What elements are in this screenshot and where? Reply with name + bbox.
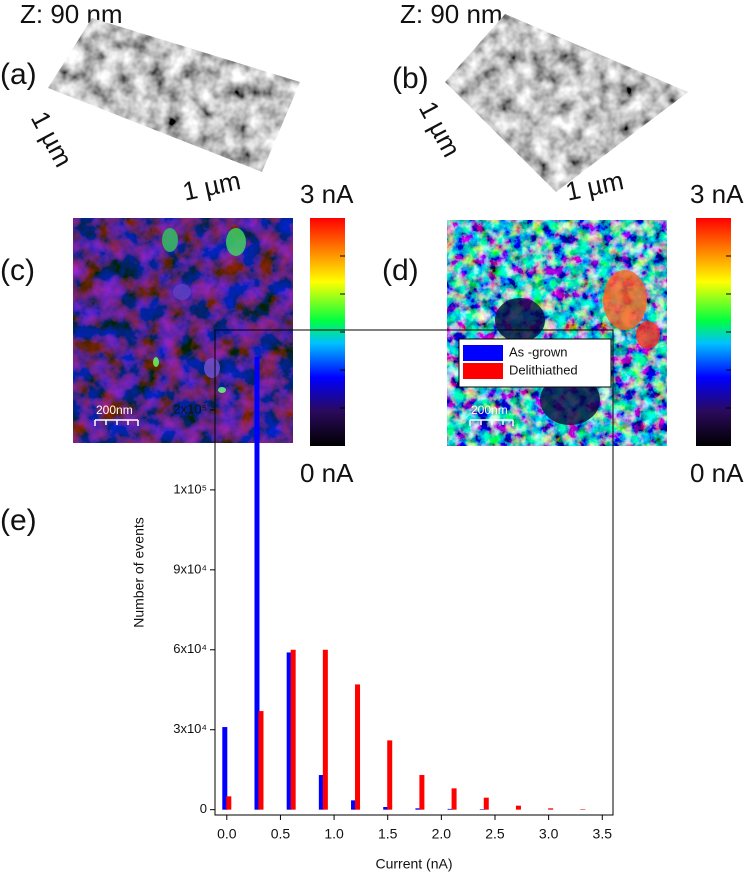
bar (479, 809, 485, 810)
y-tick-label: 6x10⁴ (173, 641, 207, 656)
plot-frame (214, 329, 614, 816)
legend-label: As -grown (509, 344, 568, 359)
legend-label: Delithiathed (509, 362, 578, 377)
bar (226, 796, 232, 810)
bar (387, 740, 393, 810)
y-tick-label: 2x10⁵ (173, 401, 207, 416)
x-tick-label: 1.0 (324, 826, 344, 842)
scale-bar (94, 419, 139, 426)
panel-label: (d) (382, 254, 419, 287)
panel-label: (c) (0, 254, 35, 287)
bar (515, 805, 521, 810)
x-tick-label: 3.0 (539, 826, 559, 842)
x-axis-label: Current (nA) (375, 856, 452, 872)
x-tick-label: 0.5 (271, 826, 291, 842)
x-tick-label: 0.0 (217, 826, 237, 842)
bar (318, 775, 324, 810)
colorbar (696, 218, 731, 446)
bar (548, 808, 554, 810)
z-range: Z: 90 nm (400, 0, 503, 29)
bar (447, 808, 453, 810)
colorbar (310, 218, 345, 446)
colorbar-min: 0 nA (690, 458, 744, 488)
x-tick-label: 3.5 (593, 826, 613, 842)
x-tick-label: 2.0 (432, 826, 452, 842)
colorbar-max: 3 nA (690, 179, 744, 209)
size-label: 1 µm (413, 96, 467, 162)
bar (351, 800, 357, 810)
bar (483, 797, 489, 810)
colorbar-max: 3 nA (300, 179, 354, 209)
size-label: 1 µm (25, 106, 79, 172)
colorbar-ticks (340, 255, 731, 409)
x-tick-label: 2.5 (485, 826, 505, 842)
bar (290, 649, 296, 810)
panel-label: (a) (0, 58, 37, 91)
bar (286, 652, 292, 810)
bar (415, 808, 421, 810)
y-tick-label: 3x10⁴ (173, 721, 207, 736)
y-tick-label: 1x10⁵ (173, 481, 207, 496)
scale-bar-label: 200nm (471, 403, 508, 417)
colorbar-min: 0 nA (300, 458, 354, 488)
panel-label: (e) (0, 504, 37, 537)
hot-spots (153, 228, 246, 393)
bar (322, 649, 328, 810)
bar (222, 727, 228, 810)
y-tick-label: 9x10⁴ (173, 561, 207, 576)
y-tick-label: 0 (200, 801, 207, 816)
bar (383, 807, 389, 810)
bar (451, 788, 457, 810)
x-tick-label: 1.5 (378, 826, 398, 842)
legend-swatch (463, 363, 503, 379)
afm-image (48, 18, 300, 172)
y-axis-label: Number of events (131, 517, 147, 628)
scale-bar-label: 200nm (96, 403, 133, 417)
scale-bar (469, 419, 514, 426)
bar (419, 775, 425, 810)
afm-image (445, 14, 688, 192)
legend-swatch (463, 345, 503, 361)
bar (254, 356, 260, 810)
panel-label: (b) (392, 62, 429, 95)
bar (355, 684, 361, 810)
bar (580, 809, 586, 810)
size-label: 1 µm (180, 165, 243, 206)
bar (258, 711, 264, 810)
